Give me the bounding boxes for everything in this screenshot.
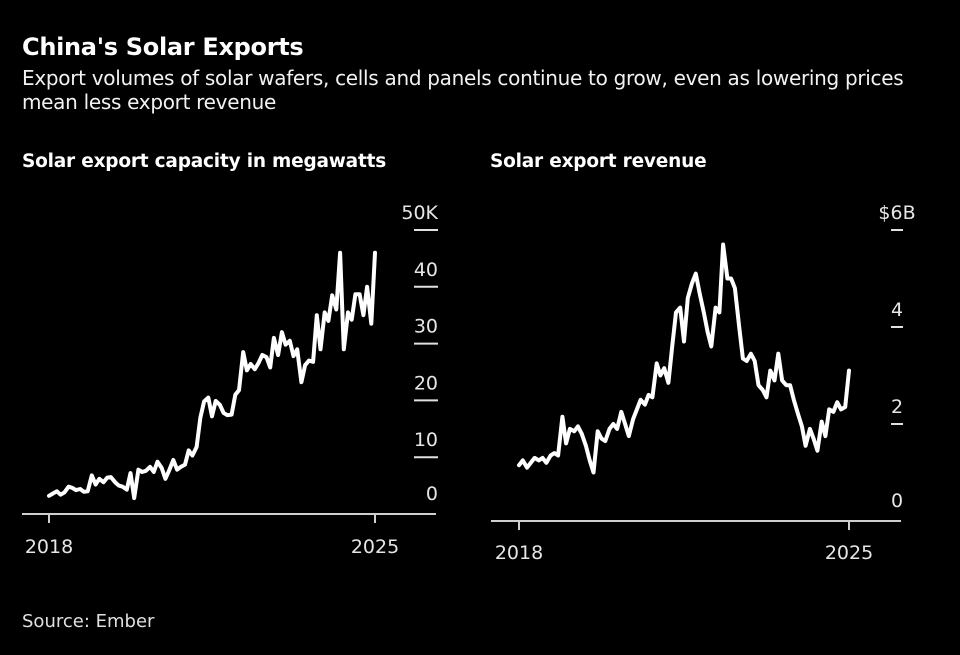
y-tick-label: 50K <box>401 202 438 224</box>
capacity-chart: 0 10 20 30 40 50K 2018 2025 <box>22 202 439 558</box>
y-tick-label: 20 <box>414 372 438 394</box>
series-line <box>47 250 377 501</box>
y-tick-label: 40 <box>414 259 438 281</box>
y-tick-label: 0 <box>426 483 438 505</box>
x-tick-label: 2018 <box>495 542 543 564</box>
x-tick-label: 2018 <box>25 536 73 558</box>
x-tick-label: 2025 <box>825 542 873 564</box>
x-tick-label: 2025 <box>351 536 399 558</box>
y-tick-label: 4 <box>891 299 903 321</box>
series-line <box>517 242 851 475</box>
y-tick-label: 0 <box>891 490 903 512</box>
page-title: China's Solar Exports <box>22 33 304 61</box>
capacity-chart-title: Solar export capacity in megawatts <box>22 151 387 172</box>
y-tick-label: 2 <box>891 396 903 418</box>
source-note: Source: Ember <box>22 611 155 632</box>
revenue-chart-title: Solar export revenue <box>490 151 707 172</box>
revenue-chart: 0 2 4 $6B 2018 2025 <box>491 202 916 564</box>
page-subtitle: Export volumes of solar wafers, cells an… <box>22 66 904 114</box>
y-tick-label: 30 <box>414 316 438 338</box>
y-tick-label: 10 <box>414 429 438 451</box>
y-tick-label: $6B <box>878 202 915 224</box>
